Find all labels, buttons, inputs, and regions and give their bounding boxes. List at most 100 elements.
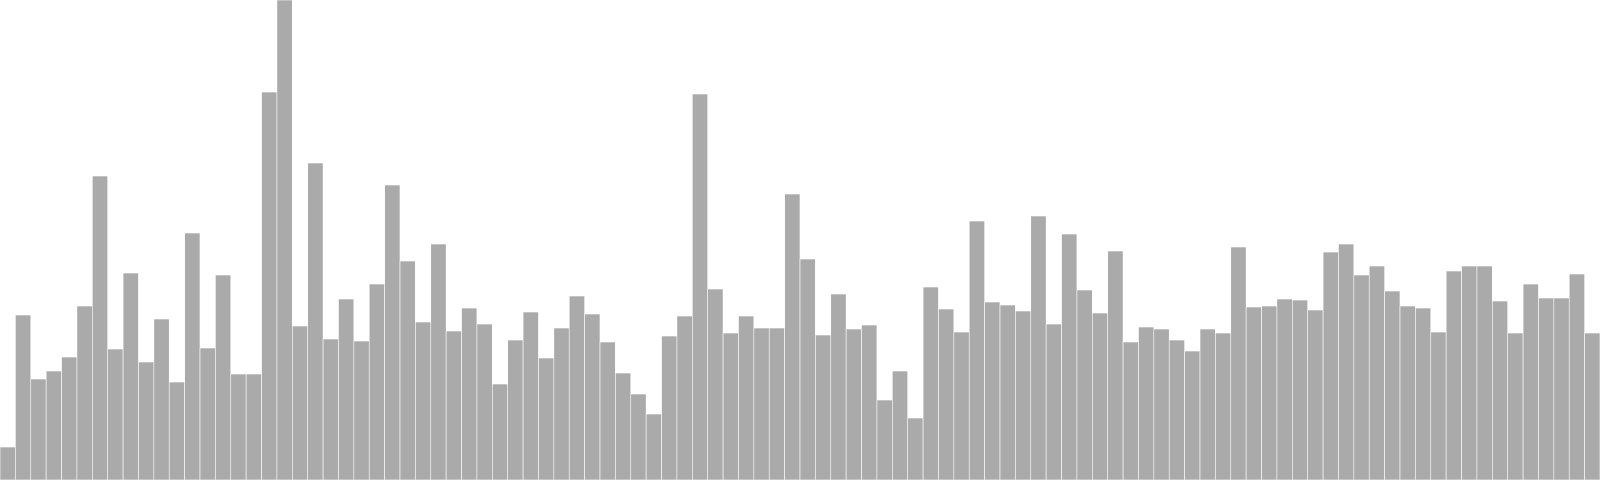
bar-0 xyxy=(0,446,16,480)
bar-57 xyxy=(876,399,893,480)
bar-94 xyxy=(1445,270,1462,480)
bar-80 xyxy=(1230,246,1247,480)
bar-14 xyxy=(215,274,232,480)
bar-51 xyxy=(784,193,801,480)
bar-65 xyxy=(999,304,1016,480)
bar-71 xyxy=(1092,312,1108,480)
bar-59 xyxy=(907,417,924,480)
bar-21 xyxy=(322,338,339,480)
bar-20 xyxy=(307,162,324,480)
bar-49 xyxy=(753,327,770,480)
bar-63 xyxy=(968,220,985,480)
bar-37 xyxy=(568,295,585,480)
bar-45 xyxy=(692,93,708,480)
bar-30 xyxy=(461,307,478,480)
bar-92 xyxy=(1415,307,1432,480)
bar-88 xyxy=(1353,274,1370,480)
bar-43 xyxy=(661,335,678,480)
bar-19 xyxy=(292,325,308,480)
bar-38 xyxy=(584,313,601,480)
bar-41 xyxy=(630,393,647,480)
bar-36 xyxy=(553,327,570,480)
bar-15 xyxy=(230,373,247,480)
bar-8 xyxy=(122,272,139,480)
bar-40 xyxy=(615,372,632,480)
bar-90 xyxy=(1384,290,1401,480)
bar-82 xyxy=(1261,305,1278,480)
bar-75 xyxy=(1153,328,1170,480)
bar-32 xyxy=(492,383,508,480)
bar-7 xyxy=(107,348,124,480)
bar-47 xyxy=(722,332,739,480)
bar-66 xyxy=(1015,310,1032,480)
bar-87 xyxy=(1338,243,1355,480)
bar-101 xyxy=(1553,297,1570,480)
bar-74 xyxy=(1138,326,1155,480)
bar-70 xyxy=(1076,289,1093,480)
bar-53 xyxy=(815,334,832,480)
bar-56 xyxy=(861,324,878,480)
bar-93 xyxy=(1430,331,1447,480)
bar-64 xyxy=(984,301,1001,480)
bar-58 xyxy=(892,370,908,480)
bar-100 xyxy=(1538,297,1555,480)
bar-102 xyxy=(1568,273,1585,480)
bar-13 xyxy=(199,347,216,480)
bar-1 xyxy=(15,314,32,480)
bar-27 xyxy=(415,321,432,480)
bar-34 xyxy=(522,311,539,480)
bar-9 xyxy=(138,361,155,480)
bar-85 xyxy=(1307,309,1324,480)
bar-84 xyxy=(1292,299,1308,480)
bar-76 xyxy=(1168,339,1185,480)
bar-17 xyxy=(261,91,278,480)
bar-25 xyxy=(384,184,401,480)
bar-10 xyxy=(153,318,170,480)
bar-81 xyxy=(1245,306,1262,480)
bar-79 xyxy=(1215,332,1232,480)
bar-89 xyxy=(1368,265,1385,480)
bar-68 xyxy=(1045,323,1062,480)
bar-26 xyxy=(399,260,416,480)
bar-35 xyxy=(538,357,555,480)
bar-77 xyxy=(1184,350,1201,480)
bar-103 xyxy=(1584,332,1600,480)
bar-83 xyxy=(1276,298,1293,480)
bar-62 xyxy=(953,331,970,480)
bar-22 xyxy=(338,298,355,480)
bar-99 xyxy=(1522,283,1539,480)
bar-98 xyxy=(1507,332,1524,480)
bar-95 xyxy=(1461,265,1478,480)
bar-60 xyxy=(922,286,939,480)
bar-42 xyxy=(645,413,662,480)
bar-48 xyxy=(738,315,755,480)
bar-44 xyxy=(676,315,693,480)
bar-91 xyxy=(1399,305,1416,480)
bar-4 xyxy=(61,356,78,480)
bar-52 xyxy=(799,258,816,480)
bar-86 xyxy=(1322,251,1339,480)
bar-46 xyxy=(707,288,724,480)
bar-31 xyxy=(476,323,493,480)
bar-72 xyxy=(1107,250,1124,480)
bar-29 xyxy=(445,330,462,480)
bar-6 xyxy=(92,175,108,480)
bar-5 xyxy=(76,305,93,480)
bar-50 xyxy=(768,327,785,480)
bar-23 xyxy=(353,340,370,480)
bar-67 xyxy=(1030,215,1047,480)
bar-18 xyxy=(276,0,293,480)
bar-12 xyxy=(184,232,201,480)
bar-16 xyxy=(245,373,262,480)
bar-3 xyxy=(45,370,62,480)
bar-96 xyxy=(1476,265,1493,480)
bar-24 xyxy=(368,283,385,480)
bar-61 xyxy=(938,308,955,480)
bar-78 xyxy=(1199,328,1216,480)
bar-2 xyxy=(30,378,47,480)
bar-55 xyxy=(845,328,862,480)
bar-97 xyxy=(1492,300,1508,480)
bar-39 xyxy=(599,341,616,480)
